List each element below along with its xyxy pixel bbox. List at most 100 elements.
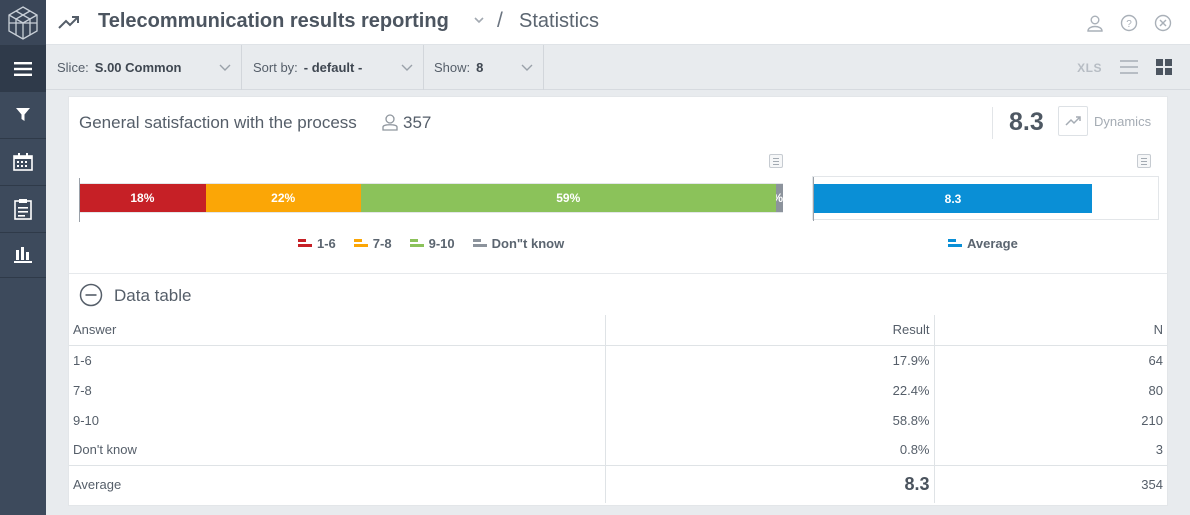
- show-label: Show:: [434, 60, 471, 75]
- sort-value: - default -: [303, 60, 363, 75]
- chart-axis: [813, 177, 814, 221]
- chart-menu-icon[interactable]: [769, 154, 783, 168]
- legend-item[interactable]: 7-8: [353, 236, 392, 251]
- result-cell: 58.8%: [605, 405, 935, 435]
- close-icon[interactable]: [1154, 14, 1172, 32]
- average-n-cell: 354: [934, 464, 1167, 503]
- show-value: 8: [476, 60, 484, 75]
- distribution-chart: 18%22%59%1%: [79, 178, 783, 222]
- statistics-button[interactable]: [0, 232, 46, 278]
- legend-item[interactable]: Don"t know: [472, 236, 565, 251]
- calendar-button[interactable]: [0, 138, 46, 184]
- data-table-title[interactable]: Data table: [114, 286, 192, 305]
- logo-icon[interactable]: [0, 0, 46, 45]
- legend-label: Average: [967, 236, 1018, 251]
- data-table: Answer Result N 1-6 17.9% 64 7-8 22.4% 8…: [69, 315, 1167, 503]
- slice-label: Slice:: [57, 60, 89, 75]
- average-label-cell: Average: [69, 464, 606, 503]
- chart-menu-icon[interactable]: [1137, 154, 1151, 168]
- legend-label: 1-6: [317, 236, 336, 251]
- collapse-icon[interactable]: [79, 283, 103, 307]
- legend-label: Don"t know: [491, 236, 565, 251]
- slice-select[interactable]: Slice: S.00 Common: [46, 45, 242, 90]
- result-cell: 17.9%: [605, 345, 935, 375]
- table-row: 1-6 17.9% 64: [69, 345, 1167, 375]
- result-column-header[interactable]: Result: [605, 315, 935, 346]
- legend-swatch-icon: [298, 238, 312, 249]
- question-card: General satisfaction with the process 35…: [68, 96, 1168, 506]
- section-divider: [69, 273, 1167, 274]
- respondents-icon: [382, 114, 398, 131]
- help-icon[interactable]: ?: [1120, 14, 1138, 32]
- n-cell: 3: [1155, 442, 1163, 458]
- distribution-legend: 1-6 7-8 9-10 Don"t know: [298, 236, 582, 251]
- answer-cell: 7-8: [69, 375, 606, 405]
- project-title[interactable]: Telecommunication results reporting: [98, 10, 449, 32]
- grid-view-icon[interactable]: [1156, 59, 1172, 75]
- top-bar: Telecommunication results reporting / St…: [46, 0, 1190, 45]
- result-cell: 0.8%: [605, 435, 935, 465]
- chevron-down-icon: [521, 64, 533, 71]
- page-title: Statistics: [519, 10, 600, 32]
- bar-segment-1-6[interactable]: 18%: [79, 184, 206, 212]
- score-divider: [992, 107, 993, 139]
- bar-segment-don-t-know[interactable]: 1%: [775, 184, 783, 212]
- table-row: 9-10 58.8% 210: [69, 405, 1167, 435]
- dynamics-label[interactable]: Dynamics: [1094, 114, 1152, 129]
- average-bar: 8.3: [814, 184, 1093, 213]
- menu-button[interactable]: [0, 45, 46, 91]
- question-title: General satisfaction with the process: [79, 113, 357, 132]
- sort-label: Sort by:: [253, 60, 298, 75]
- table-row: Don't know 0.8% 3: [69, 435, 1167, 465]
- n-column-header[interactable]: N: [934, 315, 1167, 346]
- show-select[interactable]: Show: 8: [424, 45, 544, 90]
- answer-cell: 1-6: [69, 345, 606, 375]
- hamburger-icon: [14, 61, 32, 76]
- legend-item[interactable]: 9-10: [409, 236, 455, 251]
- bar-segment-7-8[interactable]: 22%: [205, 184, 361, 212]
- xls-export-button[interactable]: XLS: [1077, 61, 1102, 75]
- average-result-cell: 8.3: [605, 464, 935, 503]
- trend-icon: [58, 16, 79, 29]
- slice-value: S.00 Common: [94, 60, 182, 75]
- average-chart: 8.3: [812, 176, 1159, 221]
- bar-segment-9-10[interactable]: 59%: [360, 184, 776, 212]
- respondents-count: 357: [403, 113, 432, 132]
- trend-icon: [1065, 116, 1081, 126]
- n-cell: 80: [1148, 382, 1163, 398]
- legend-swatch-icon: [353, 238, 368, 249]
- breadcrumb-separator: /: [497, 9, 503, 32]
- chevron-down-icon: [401, 64, 413, 71]
- answer-cell: Don't know: [69, 435, 606, 465]
- filter-button[interactable]: [0, 91, 46, 137]
- sort-select[interactable]: Sort by: - default -: [242, 45, 424, 90]
- legend-swatch-icon: [472, 238, 487, 249]
- legend-item[interactable]: 1-6: [298, 236, 336, 251]
- calendar-icon: [13, 152, 33, 171]
- legend-swatch-icon: [948, 238, 962, 249]
- legend-swatch-icon: [409, 238, 424, 249]
- chevron-down-icon[interactable]: [473, 14, 485, 26]
- table-row: 7-8 22.4% 80: [69, 375, 1167, 405]
- list-view-icon[interactable]: [1120, 59, 1138, 75]
- n-cell: 210: [1141, 412, 1163, 428]
- legend-label: 9-10: [428, 236, 455, 251]
- filter-icon: [16, 107, 30, 121]
- legend-item[interactable]: Average: [948, 236, 1018, 251]
- chevron-down-icon: [219, 64, 231, 71]
- average-row: Average 8.3 354: [69, 464, 1167, 503]
- table-header-row: Answer Result N: [69, 315, 1167, 346]
- bar-chart-icon: [14, 247, 32, 263]
- n-cell: 64: [1148, 352, 1163, 368]
- legend-label: 7-8: [372, 236, 392, 251]
- answer-cell: 9-10: [69, 405, 606, 435]
- left-rail: [0, 0, 46, 515]
- average-score: 8.3: [1009, 108, 1044, 136]
- dynamics-button[interactable]: [1058, 106, 1088, 136]
- average-legend: Average: [948, 236, 1036, 251]
- filter-bar: Slice: S.00 Common Sort by: - default - …: [46, 45, 1190, 90]
- user-icon[interactable]: [1086, 14, 1104, 32]
- result-cell: 22.4%: [605, 375, 935, 405]
- answer-column-header[interactable]: Answer: [69, 315, 606, 346]
- report-button[interactable]: [0, 185, 46, 231]
